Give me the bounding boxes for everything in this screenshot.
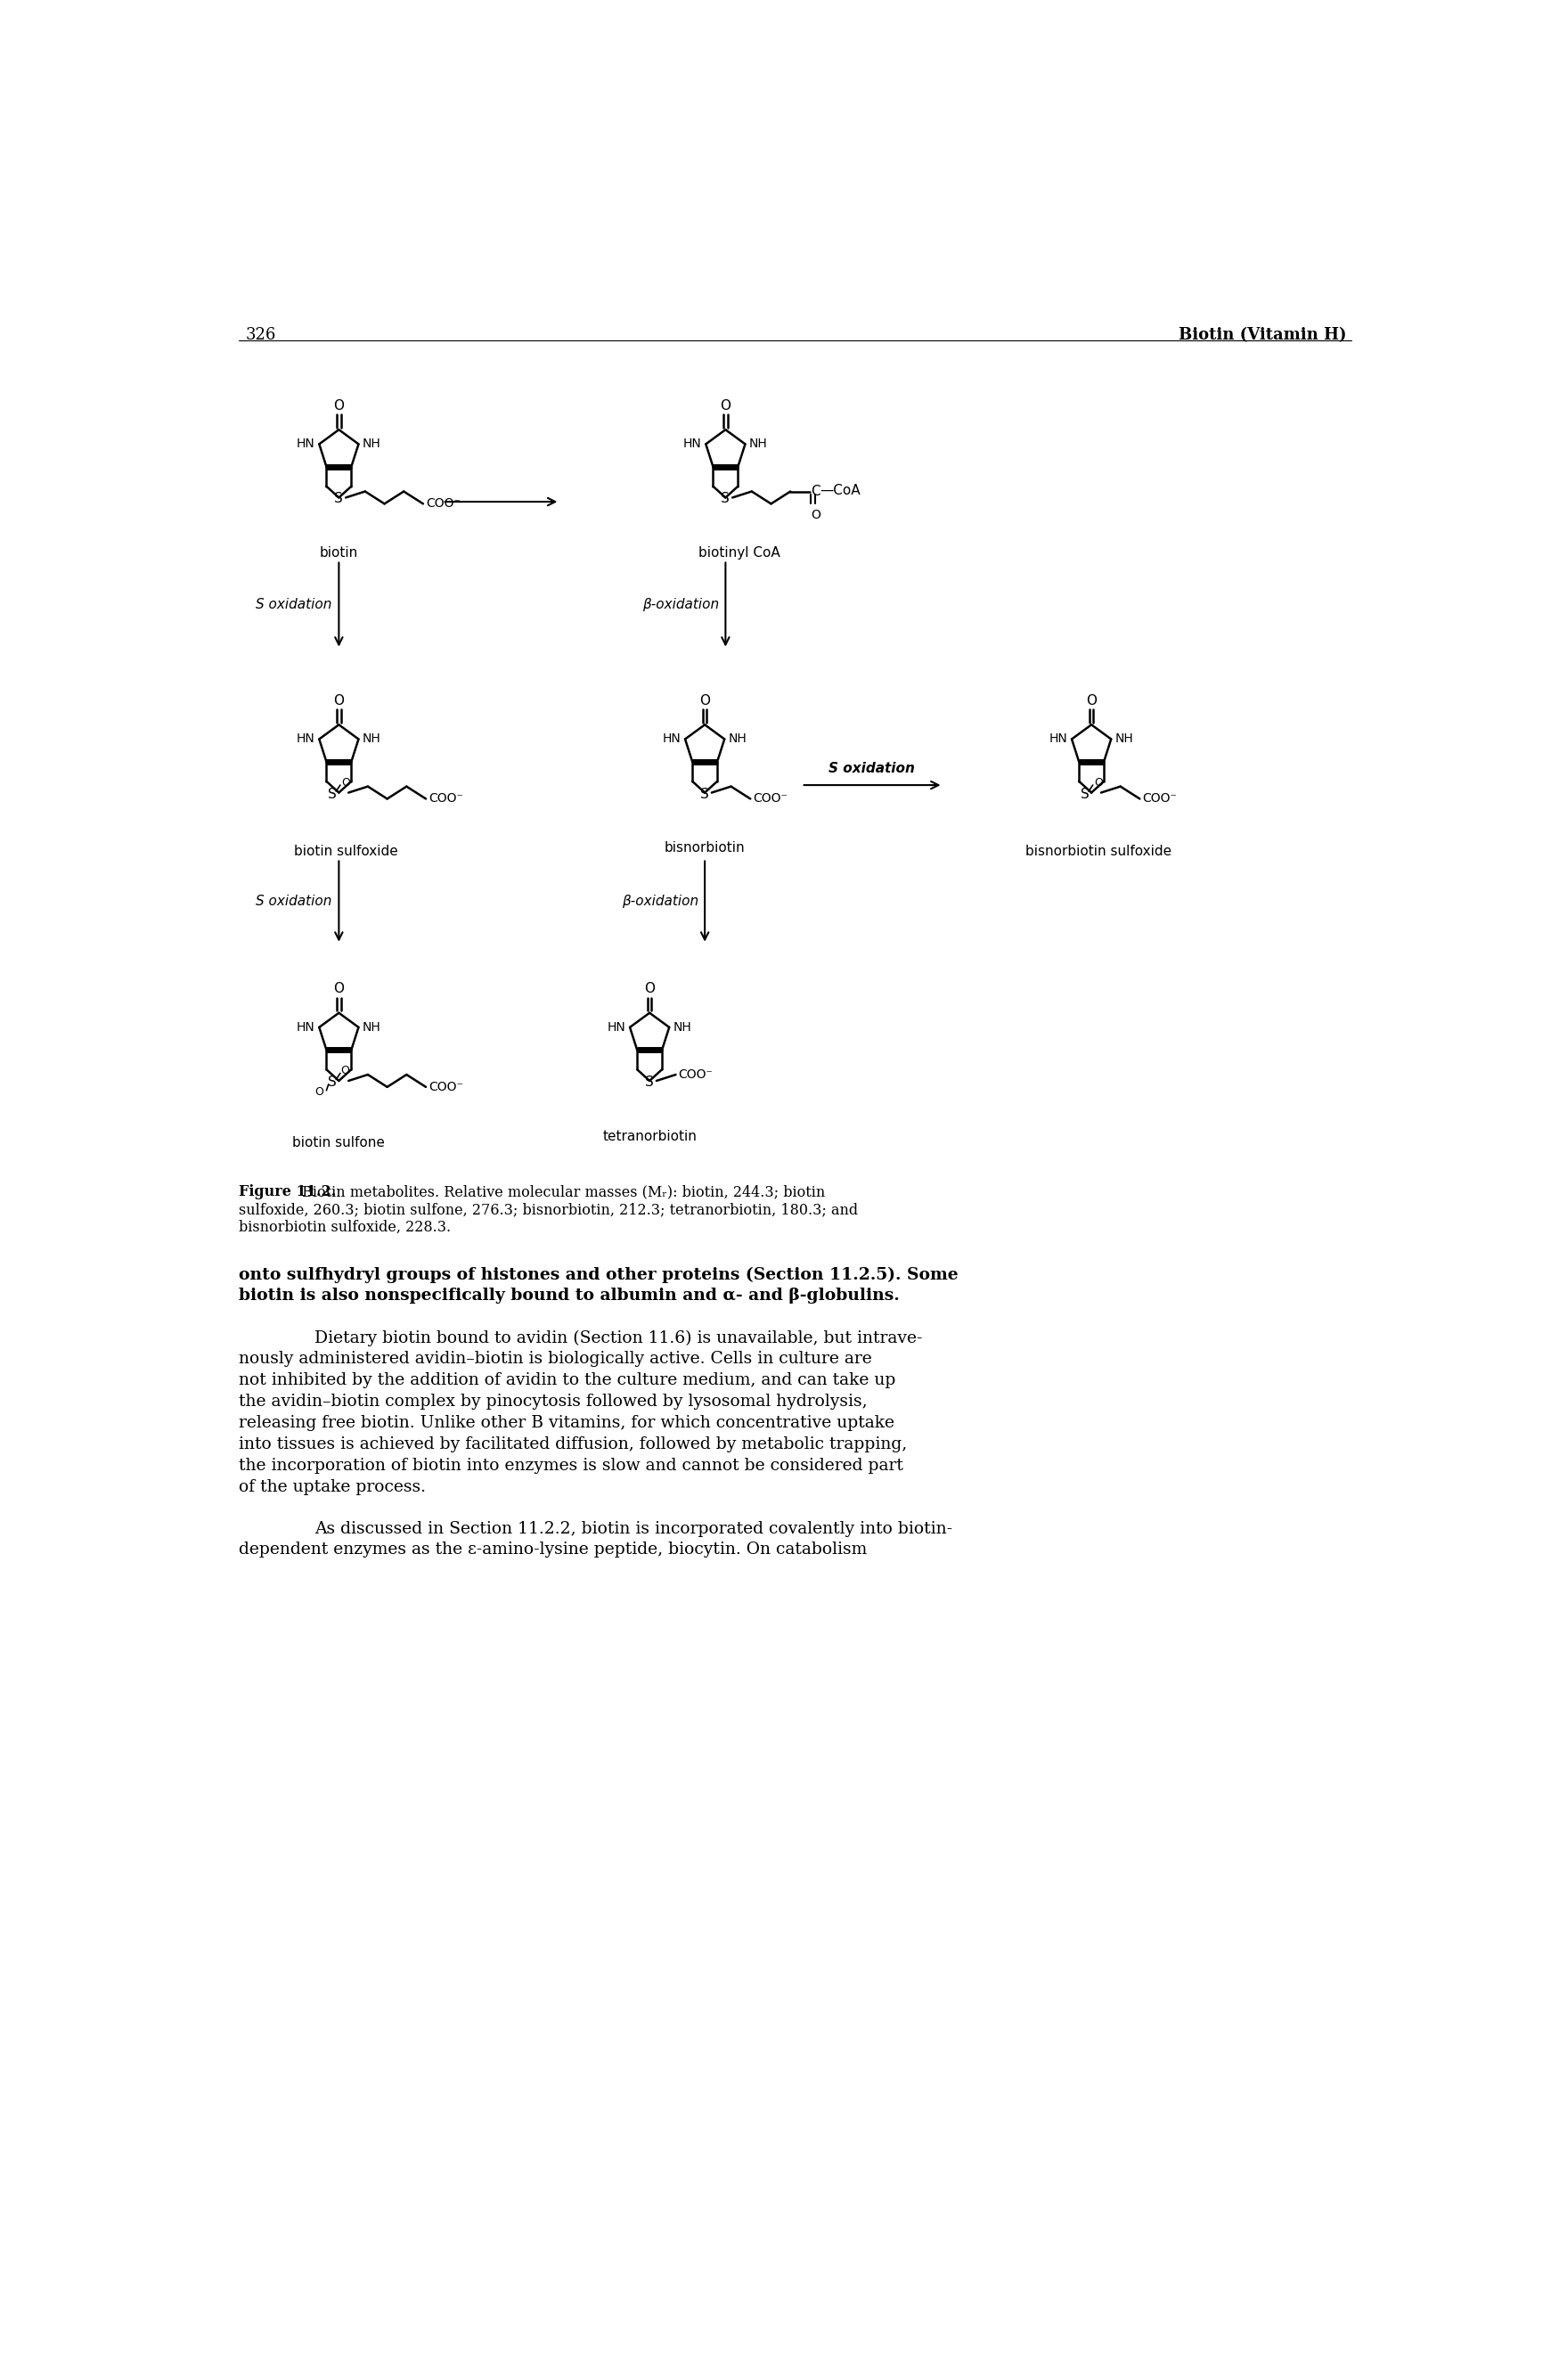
Text: 326: 326 xyxy=(245,326,276,343)
Text: HN: HN xyxy=(662,733,681,745)
Text: S: S xyxy=(327,788,337,800)
Text: into tissues is achieved by facilitated diffusion, followed by metabolic trappin: into tissues is achieved by facilitated … xyxy=(239,1435,907,1452)
Text: bisnorbiotin sulfoxide: bisnorbiotin sulfoxide xyxy=(1025,845,1171,859)
Text: O: O xyxy=(333,983,344,995)
Text: O: O xyxy=(333,695,344,707)
Text: dependent enzymes as the ε-amino-lysine peptide, biocytin. On catabolism: dependent enzymes as the ε-amino-lysine … xyxy=(239,1542,867,1559)
Text: HN: HN xyxy=(296,438,315,450)
Text: S oxidation: S oxidation xyxy=(256,597,332,612)
Text: COO⁻: COO⁻ xyxy=(1143,793,1177,804)
Text: O: O xyxy=(1086,695,1097,707)
Text: biotinyl CoA: biotinyl CoA xyxy=(698,547,780,559)
Text: biotin is also nonspecifically bound to albumin and α- and β-globulins.: biotin is also nonspecifically bound to … xyxy=(239,1288,900,1304)
Text: —CoA: —CoA xyxy=(819,483,861,497)
Text: Figure 11.2.: Figure 11.2. xyxy=(239,1185,337,1200)
Text: not inhibited by the addition of avidin to the culture medium, and can take up: not inhibited by the addition of avidin … xyxy=(239,1373,895,1388)
Text: tetranorbiotin: tetranorbiotin xyxy=(602,1130,696,1142)
Text: NH: NH xyxy=(363,1021,382,1033)
Text: O: O xyxy=(700,695,710,707)
Text: sulfoxide, 260.3; biotin sulfone, 276.3; bisnorbiotin, 212.3; tetranorbiotin, 18: sulfoxide, 260.3; biotin sulfone, 276.3;… xyxy=(239,1202,858,1219)
Text: HN: HN xyxy=(296,733,315,745)
Text: NH: NH xyxy=(1115,733,1134,745)
Text: S: S xyxy=(1079,788,1089,800)
Text: C: C xyxy=(811,486,820,497)
Text: As discussed in Section 11.2.2, biotin is incorporated covalently into biotin-: As discussed in Section 11.2.2, biotin i… xyxy=(315,1521,952,1537)
Text: COO⁻: COO⁻ xyxy=(678,1069,713,1081)
Text: O: O xyxy=(315,1085,324,1097)
Text: S: S xyxy=(721,493,731,505)
Text: O: O xyxy=(333,400,344,412)
Text: β-oxidation: β-oxidation xyxy=(622,895,698,909)
Text: O: O xyxy=(1093,778,1103,788)
Text: biotin sulfone: biotin sulfone xyxy=(293,1135,385,1150)
Text: O: O xyxy=(644,983,655,995)
Text: S oxidation: S oxidation xyxy=(256,895,332,909)
Text: Biotin (Vitamin H): Biotin (Vitamin H) xyxy=(1179,326,1346,343)
Text: HN: HN xyxy=(1048,733,1067,745)
Text: biotin sulfoxide: biotin sulfoxide xyxy=(293,845,397,859)
Text: Biotin metabolites. Relative molecular masses (Mᵣ): biotin, 244.3; biotin: Biotin metabolites. Relative molecular m… xyxy=(298,1185,825,1200)
Text: releasing free biotin. Unlike other B vitamins, for which concentrative uptake: releasing free biotin. Unlike other B vi… xyxy=(239,1416,895,1430)
Text: S: S xyxy=(335,493,343,505)
Text: S: S xyxy=(327,1076,337,1090)
Text: NH: NH xyxy=(749,438,768,450)
Text: NH: NH xyxy=(363,733,382,745)
Text: Dietary biotin bound to avidin (Section 11.6) is unavailable, but intrave-: Dietary biotin bound to avidin (Section … xyxy=(315,1330,923,1347)
Text: NH: NH xyxy=(673,1021,692,1033)
Text: NH: NH xyxy=(363,438,382,450)
Text: NH: NH xyxy=(729,733,748,745)
Text: O: O xyxy=(811,509,820,521)
Text: bisnorbiotin sulfoxide, 228.3.: bisnorbiotin sulfoxide, 228.3. xyxy=(239,1221,451,1235)
Text: COO⁻: COO⁻ xyxy=(428,1081,464,1092)
Text: S: S xyxy=(645,1076,655,1090)
Text: S: S xyxy=(701,788,709,800)
Text: the incorporation of biotin into enzymes is slow and cannot be considered part: the incorporation of biotin into enzymes… xyxy=(239,1457,903,1473)
Text: bisnorbiotin: bisnorbiotin xyxy=(664,843,744,854)
Text: O: O xyxy=(341,1064,349,1076)
Text: β-oxidation: β-oxidation xyxy=(642,597,720,612)
Text: COO⁻: COO⁻ xyxy=(754,793,788,804)
Text: biotin: biotin xyxy=(320,547,358,559)
Text: COO⁻: COO⁻ xyxy=(427,497,461,509)
Text: HN: HN xyxy=(608,1021,625,1033)
Text: of the uptake process.: of the uptake process. xyxy=(239,1478,427,1495)
Text: O: O xyxy=(720,400,731,412)
Text: nously administered avidin–biotin is biologically active. Cells in culture are: nously administered avidin–biotin is bio… xyxy=(239,1352,872,1366)
Text: onto sulfhydryl groups of histones and other proteins (Section 11.2.5). Some: onto sulfhydryl groups of histones and o… xyxy=(239,1266,959,1283)
Text: S oxidation: S oxidation xyxy=(828,762,915,776)
Text: HN: HN xyxy=(296,1021,315,1033)
Text: COO⁻: COO⁻ xyxy=(428,793,464,804)
Text: O: O xyxy=(341,778,351,788)
Text: the avidin–biotin complex by pinocytosis followed by lysosomal hydrolysis,: the avidin–biotin complex by pinocytosis… xyxy=(239,1395,867,1409)
Text: HN: HN xyxy=(682,438,701,450)
